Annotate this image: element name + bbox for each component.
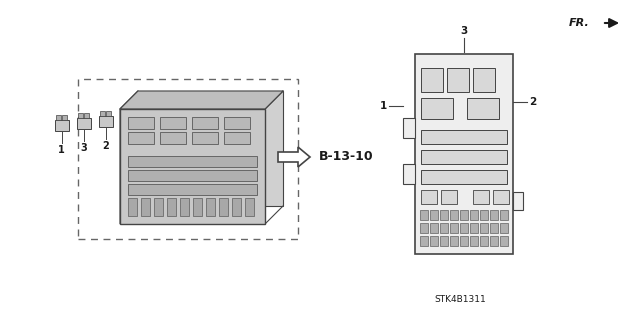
Bar bbox=[55, 120, 68, 131]
Bar bbox=[513, 192, 523, 210]
Bar bbox=[440, 210, 448, 220]
Bar bbox=[480, 223, 488, 233]
Bar bbox=[450, 236, 458, 246]
Bar bbox=[245, 198, 254, 216]
Text: 3: 3 bbox=[460, 26, 468, 36]
Bar bbox=[447, 68, 469, 92]
Bar bbox=[160, 117, 186, 129]
Bar bbox=[403, 118, 415, 138]
Bar bbox=[167, 198, 176, 216]
Bar bbox=[160, 132, 186, 144]
Bar bbox=[421, 130, 507, 144]
Bar bbox=[470, 223, 478, 233]
Bar bbox=[473, 68, 495, 92]
Bar bbox=[470, 210, 478, 220]
Bar bbox=[480, 236, 488, 246]
Bar bbox=[500, 223, 508, 233]
Bar bbox=[180, 198, 189, 216]
Text: 1: 1 bbox=[380, 101, 387, 111]
Bar bbox=[100, 111, 105, 116]
Bar bbox=[128, 117, 154, 129]
Bar bbox=[206, 198, 215, 216]
Bar bbox=[128, 170, 257, 181]
Bar bbox=[470, 236, 478, 246]
Bar bbox=[440, 236, 448, 246]
Text: 3: 3 bbox=[81, 143, 87, 153]
Bar bbox=[490, 223, 498, 233]
Bar bbox=[415, 54, 513, 254]
Bar bbox=[141, 198, 150, 216]
Bar bbox=[224, 117, 250, 129]
Bar bbox=[430, 210, 438, 220]
Bar bbox=[421, 190, 437, 204]
Bar bbox=[192, 132, 218, 144]
Bar bbox=[450, 210, 458, 220]
Bar bbox=[500, 210, 508, 220]
Bar bbox=[500, 236, 508, 246]
Bar bbox=[430, 223, 438, 233]
Bar bbox=[493, 190, 509, 204]
Bar bbox=[421, 150, 507, 164]
Bar bbox=[84, 113, 90, 118]
Bar bbox=[106, 111, 111, 116]
Text: STK4B1311: STK4B1311 bbox=[434, 295, 486, 304]
Bar bbox=[192, 117, 218, 129]
Bar bbox=[441, 190, 457, 204]
Bar bbox=[78, 113, 83, 118]
Bar bbox=[421, 98, 453, 119]
Bar bbox=[219, 198, 228, 216]
Bar bbox=[490, 210, 498, 220]
Bar bbox=[128, 184, 257, 195]
Bar bbox=[193, 198, 202, 216]
Polygon shape bbox=[120, 91, 138, 224]
Bar bbox=[450, 223, 458, 233]
Bar bbox=[473, 190, 489, 204]
Text: 2: 2 bbox=[529, 97, 536, 107]
Bar bbox=[420, 223, 428, 233]
Bar bbox=[154, 198, 163, 216]
Text: 2: 2 bbox=[102, 141, 109, 151]
Bar bbox=[421, 68, 443, 92]
Bar bbox=[232, 198, 241, 216]
Bar bbox=[420, 210, 428, 220]
Text: 1: 1 bbox=[58, 145, 65, 155]
Bar bbox=[224, 132, 250, 144]
Bar bbox=[128, 156, 257, 167]
Bar bbox=[78, 79, 298, 239]
Bar bbox=[460, 223, 468, 233]
Bar bbox=[430, 236, 438, 246]
Bar bbox=[120, 109, 265, 224]
Bar bbox=[138, 91, 283, 206]
Bar bbox=[421, 170, 507, 184]
Bar bbox=[460, 210, 468, 220]
Polygon shape bbox=[278, 147, 310, 167]
Bar bbox=[77, 118, 91, 129]
Bar bbox=[440, 223, 448, 233]
Bar bbox=[467, 98, 499, 119]
Bar bbox=[480, 210, 488, 220]
Bar bbox=[128, 132, 154, 144]
Bar bbox=[62, 115, 67, 120]
Bar bbox=[56, 115, 61, 120]
Bar bbox=[460, 236, 468, 246]
Bar bbox=[420, 236, 428, 246]
Text: B-13-10: B-13-10 bbox=[319, 151, 374, 164]
Bar bbox=[99, 116, 113, 127]
Polygon shape bbox=[120, 91, 283, 109]
Bar bbox=[490, 236, 498, 246]
Bar bbox=[403, 164, 415, 184]
Text: FR.: FR. bbox=[569, 18, 590, 28]
Bar bbox=[128, 198, 137, 216]
